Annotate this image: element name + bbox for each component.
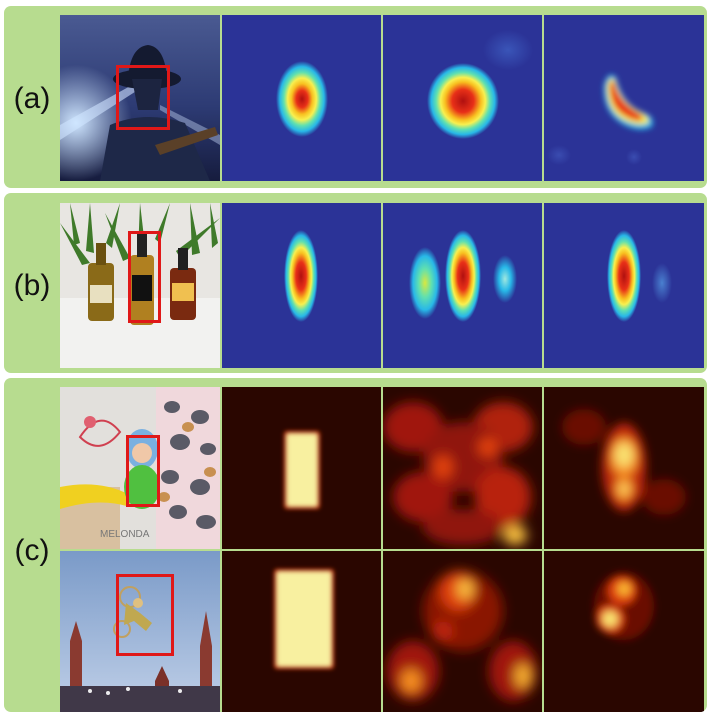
response-map-c5 <box>383 551 542 712</box>
response-map-c6 <box>544 551 704 712</box>
response-map-c4 <box>222 551 381 712</box>
photo-guitarist <box>60 15 220 181</box>
photo-bottles <box>60 203 220 368</box>
photo-bmx-rider <box>60 551 220 712</box>
row-label-b: (b) <box>13 269 51 302</box>
row-label-a: (a) <box>13 82 51 115</box>
panel-c: (c) <box>4 378 707 712</box>
panel-a: (a) <box>4 6 707 188</box>
response-map-c3 <box>544 387 704 549</box>
target-bounding-box <box>126 435 160 507</box>
response-map-b3 <box>544 203 704 368</box>
response-map-c1 <box>222 387 381 549</box>
target-bounding-box <box>116 574 174 656</box>
panel-b: (b) <box>4 193 707 373</box>
row-label-c: (c) <box>14 534 50 567</box>
response-map-b2 <box>383 203 542 368</box>
response-map-c2 <box>383 387 542 549</box>
photo-doll: MELONDA <box>60 387 220 549</box>
response-map-a3 <box>544 15 704 181</box>
target-bounding-box <box>116 65 170 130</box>
response-map-a2 <box>383 15 542 181</box>
svg-text:MELONDA: MELONDA <box>100 529 150 540</box>
target-bounding-box <box>128 231 161 323</box>
response-map-a1 <box>222 15 381 181</box>
response-map-b1 <box>222 203 381 368</box>
